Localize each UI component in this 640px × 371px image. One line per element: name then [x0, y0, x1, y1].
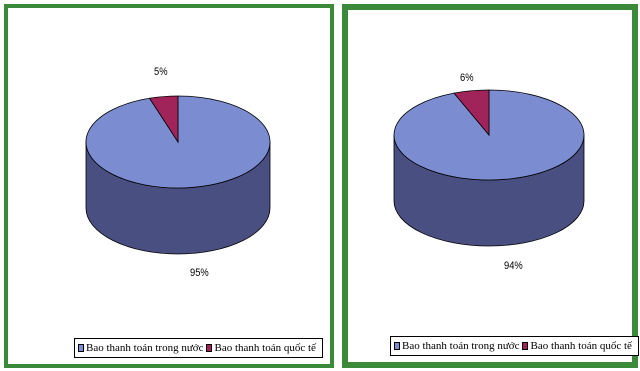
- legend: Bao thanh toán trong nước Bao thanh toán…: [390, 336, 639, 356]
- legend-item-international: Bao thanh toán quốc tế: [522, 340, 632, 352]
- legend: Bao thanh toán trong nước Bao thanh toán…: [74, 338, 323, 358]
- chart-panel-left: 5% 95% Bao thanh toán trong nước Bao tha…: [4, 4, 334, 368]
- pie-slice-international: [453, 89, 490, 137]
- pie-slice-international: [148, 95, 179, 144]
- legend-label-domestic: Bao thanh toán trong nước: [86, 342, 204, 354]
- legend-label-domestic: Bao thanh toán trong nước: [402, 340, 520, 352]
- legend-label-international: Bao thanh toán quốc tế: [214, 342, 316, 354]
- data-label-international: 5%: [154, 66, 168, 78]
- data-label-international: 6%: [460, 72, 474, 84]
- legend-swatch-domestic: [394, 342, 400, 350]
- legend-item-international: Bao thanh toán quốc tế: [206, 342, 316, 354]
- legend-swatch-international: [522, 342, 529, 350]
- data-label-domestic: 95%: [190, 267, 209, 279]
- data-label-domestic: 94%: [504, 260, 523, 272]
- legend-item-domestic: Bao thanh toán trong nước: [394, 340, 519, 352]
- legend-swatch-international: [206, 344, 213, 352]
- pie-chart-left: [85, 95, 271, 255]
- pie-chart-right: [393, 89, 585, 247]
- chart-panel-right: 6% 94% Bao thanh toán trong nước Bao tha…: [342, 4, 639, 368]
- legend-swatch-domestic: [78, 344, 84, 352]
- legend-item-domestic: Bao thanh toán trong nước: [78, 342, 203, 354]
- legend-label-international: Bao thanh toán quốc tế: [530, 340, 632, 352]
